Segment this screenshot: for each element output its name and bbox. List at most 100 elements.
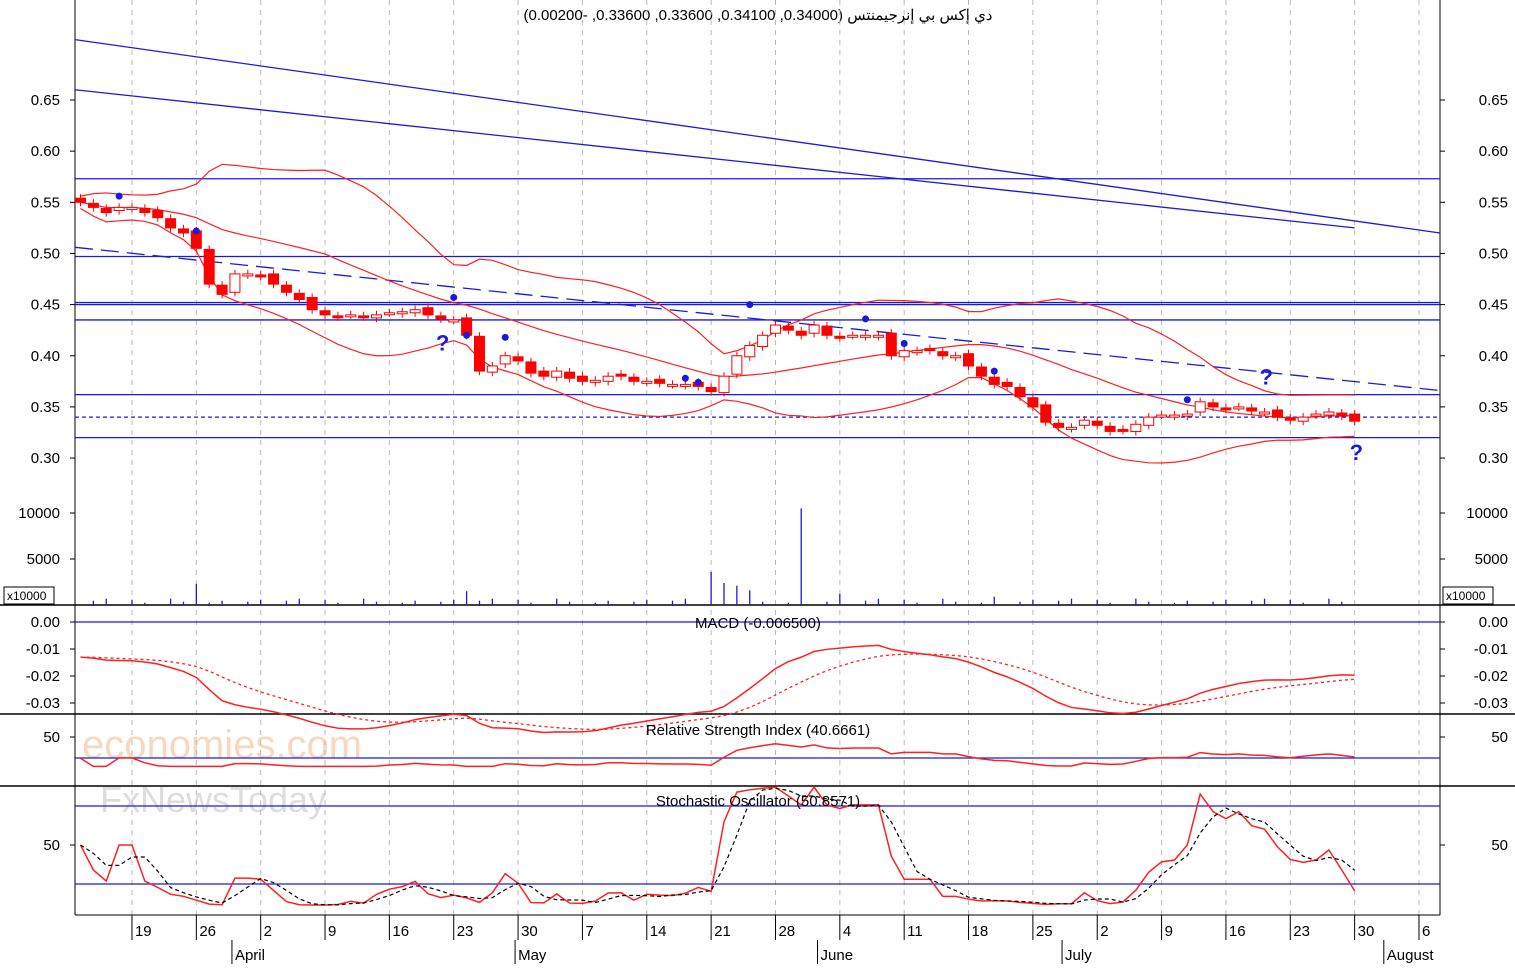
- candle-body: [576, 375, 588, 382]
- candle: [615, 370, 627, 381]
- candle: [306, 293, 318, 314]
- candle-body: [975, 366, 987, 377]
- question-mark-icon: ?: [1350, 440, 1363, 465]
- candle-body: [898, 350, 910, 358]
- candle: [512, 352, 524, 365]
- macd-tick-label-left: 0.00: [31, 614, 60, 631]
- candle: [834, 332, 846, 342]
- candle-body: [152, 209, 164, 219]
- candle: [448, 315, 460, 325]
- candle-body: [1336, 412, 1348, 417]
- candle: [1001, 378, 1013, 391]
- candle-body: [988, 376, 1000, 385]
- candle-body: [229, 273, 241, 293]
- candle-body: [1014, 386, 1026, 398]
- candle-body: [1310, 413, 1322, 417]
- x-tick-label: 16: [392, 923, 409, 940]
- signal-dot: [862, 315, 870, 323]
- candle-body: [1078, 419, 1090, 426]
- candle-body: [525, 361, 537, 374]
- candle: [1104, 422, 1116, 436]
- price-tick-label-right: 0.55: [1479, 194, 1508, 211]
- macd-tick-label-right: -0.02: [1474, 668, 1508, 685]
- candle-body: [1143, 416, 1155, 426]
- candle: [576, 372, 588, 386]
- price-tick-label-left: 0.30: [31, 450, 60, 467]
- macd-tick-label-left: -0.02: [26, 668, 60, 685]
- signal-dot: [115, 192, 123, 200]
- price-tick-label-left: 0.55: [31, 194, 60, 211]
- candle: [152, 206, 164, 222]
- volume-multiplier-left: x10000: [7, 589, 47, 603]
- x-tick-label: 25: [1036, 923, 1053, 940]
- candle-body: [1001, 381, 1013, 387]
- candle-body: [950, 355, 962, 359]
- candle-body: [1297, 416, 1309, 422]
- month-label: May: [518, 947, 547, 964]
- candle-body: [1065, 426, 1077, 430]
- candle-body: [1104, 425, 1116, 432]
- candle-body: [667, 383, 679, 387]
- x-tick-label: 2: [1100, 923, 1108, 940]
- candle-body: [371, 314, 383, 319]
- candle-body: [602, 375, 614, 382]
- candle-body: [87, 202, 99, 208]
- x-tick-label: 19: [135, 923, 152, 940]
- candle-body: [345, 314, 357, 318]
- candle-body: [1246, 407, 1258, 412]
- candle: [744, 341, 756, 361]
- candle-body: [139, 207, 151, 214]
- volume-multiplier-box-right: [1442, 586, 1494, 605]
- volume-tick-label-right: 5000: [1475, 551, 1508, 568]
- candle-body: [1220, 407, 1232, 411]
- candle-body: [396, 311, 408, 315]
- candle-body: [757, 334, 769, 348]
- candle: [1259, 407, 1271, 417]
- candle: [255, 270, 267, 281]
- rsi-tick-label-left: 50: [43, 729, 60, 746]
- candle: [422, 303, 434, 319]
- candle: [139, 204, 151, 217]
- candle-body: [126, 206, 138, 210]
- rsi-line: [80, 742, 1355, 768]
- question-mark-icon: ?: [1260, 364, 1273, 389]
- candle-body: [705, 386, 717, 393]
- signal-dot: [681, 374, 689, 382]
- signal-dot: [900, 339, 908, 347]
- stochastic-tick-label-left: 50: [43, 837, 60, 854]
- candle-body: [1053, 422, 1065, 428]
- candle-body: [872, 334, 884, 338]
- candle: [937, 347, 949, 360]
- candle: [1349, 409, 1361, 426]
- candle-body: [473, 335, 485, 372]
- signal-dot: [694, 378, 702, 386]
- candle: [1065, 423, 1077, 433]
- candle: [1156, 410, 1168, 420]
- candle: [1040, 400, 1052, 427]
- candle-body: [1194, 401, 1206, 413]
- x-tick-label: 23: [1293, 923, 1310, 940]
- candle: [1194, 397, 1206, 417]
- candle: [409, 305, 421, 317]
- candle-body: [319, 310, 331, 316]
- candle-body: [1349, 413, 1361, 422]
- candle-body: [1130, 423, 1142, 432]
- candle: [1053, 419, 1065, 432]
- macd-tick-label-right: -0.01: [1474, 641, 1508, 658]
- candle-body: [847, 334, 859, 338]
- candle: [371, 310, 383, 322]
- price-tick-label-left: 0.35: [31, 399, 60, 416]
- month-label: July: [1065, 947, 1092, 964]
- candle-body: [628, 376, 640, 382]
- price-tick-label-right: 0.40: [1479, 348, 1508, 365]
- candle-body: [242, 273, 254, 277]
- macd-signal-line: [80, 653, 1355, 731]
- x-tick-label: 28: [778, 923, 795, 940]
- candle-body: [332, 315, 344, 319]
- price-tick-label-right: 0.65: [1479, 92, 1508, 109]
- price-tick-label-right: 0.30: [1479, 450, 1508, 467]
- candle-body: [744, 345, 756, 358]
- candle-body: [306, 296, 318, 311]
- volume-tick-label-right: 10000: [1466, 505, 1508, 522]
